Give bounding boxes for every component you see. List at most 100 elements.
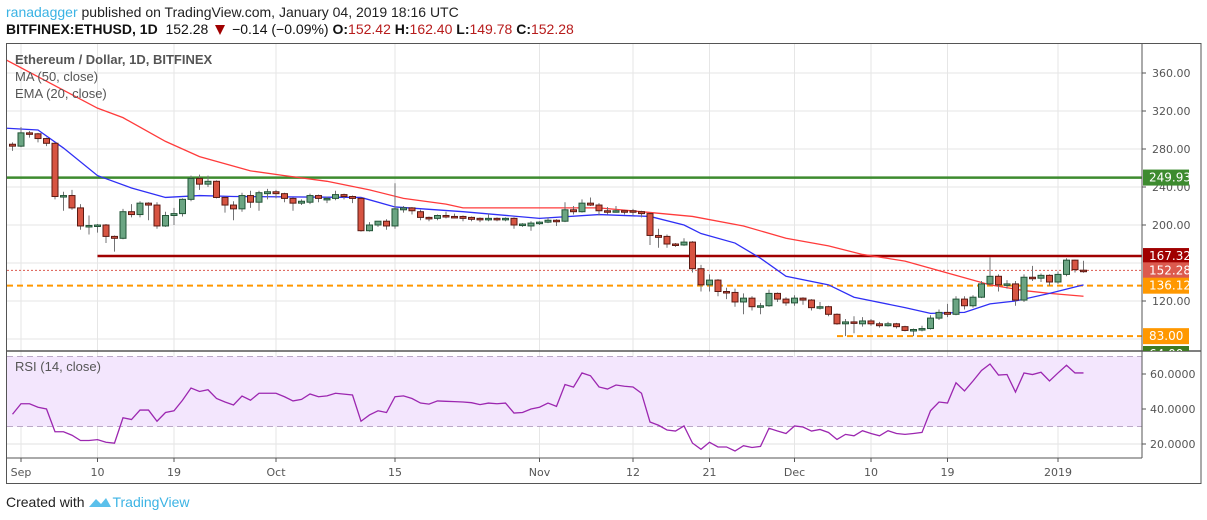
candle-body-up — [391, 208, 399, 227]
candle — [1012, 281, 1019, 306]
candle-body-up — [255, 192, 263, 203]
candle — [1037, 273, 1045, 282]
candle-body-up — [332, 194, 339, 199]
candle — [646, 212, 654, 245]
candle — [825, 305, 832, 317]
candle — [332, 190, 339, 201]
candle — [1046, 274, 1053, 286]
candle-body-down — [850, 321, 858, 324]
ma-legend[interactable]: MA (50, close) — [15, 69, 99, 84]
candle — [612, 206, 620, 213]
candle-body-up — [612, 210, 620, 213]
candle — [51, 142, 59, 200]
down-triangle-icon — [215, 25, 226, 36]
candle-body-up — [519, 223, 526, 227]
candle-body-down — [145, 202, 152, 206]
candle — [366, 222, 373, 232]
candle-body-down — [808, 299, 815, 309]
level-label-box — [1143, 277, 1189, 294]
candle-body-up — [918, 328, 926, 331]
candle — [587, 197, 594, 206]
close-value: 152.28 — [530, 21, 574, 37]
candle — [816, 301, 824, 310]
candle-body-up — [757, 305, 764, 308]
candle-body-up — [706, 279, 713, 286]
candle-body-down — [153, 204, 161, 227]
level-label-box — [1143, 169, 1189, 186]
candle — [765, 289, 773, 307]
price-tick-label: 280.00 — [1152, 143, 1191, 156]
candle-body-down — [553, 219, 560, 223]
candle-body-down — [723, 291, 730, 294]
candle-body-down — [876, 323, 883, 327]
candle-body-up — [842, 321, 849, 325]
candle — [196, 174, 203, 190]
candle-body-up — [1020, 276, 1028, 301]
level-label-box — [1143, 248, 1189, 265]
candle — [281, 192, 288, 203]
candle — [306, 193, 314, 205]
tradingview-link[interactable]: TradingView — [112, 494, 190, 510]
candle-body-down — [893, 323, 900, 328]
candle — [170, 207, 178, 225]
candle-body-down — [349, 196, 356, 199]
price-tick-label: 360.00 — [1152, 67, 1191, 80]
candle-body-up — [527, 222, 535, 227]
candle — [213, 180, 220, 199]
candle-body-up — [740, 297, 747, 303]
level-label-167.32: 167.32 — [1149, 249, 1191, 263]
rsi-legend[interactable]: RSI (14, close) — [15, 359, 101, 374]
x-tick-label: 2019 — [1044, 466, 1072, 479]
candle-body-up — [366, 224, 373, 232]
candle-body-down — [1012, 283, 1019, 301]
rsi-line — [11, 363, 1084, 452]
candle-body-down — [247, 195, 254, 203]
candle-body-down — [425, 216, 433, 220]
candle — [697, 264, 705, 292]
candle-body-down — [995, 275, 1002, 286]
candle-body-up — [680, 241, 688, 246]
x-tick-label: 12 — [626, 466, 640, 479]
candle-body-down — [9, 143, 16, 147]
candle — [485, 213, 492, 222]
candle-body-up — [816, 306, 824, 309]
candle-body-up — [434, 215, 441, 219]
candle-body-up — [502, 217, 509, 221]
candle — [417, 209, 424, 221]
candle-body-down — [901, 326, 909, 331]
candle — [1054, 271, 1062, 284]
candle-body-down — [697, 268, 705, 286]
candle — [680, 238, 688, 246]
candle — [536, 221, 543, 225]
author-link[interactable]: ranadagger — [6, 4, 78, 20]
candle-body-up — [170, 213, 178, 217]
candle — [68, 189, 76, 210]
candle — [876, 321, 883, 328]
candle-body-down — [213, 180, 220, 198]
candle-body-down — [638, 211, 645, 215]
candle-body-down — [442, 215, 450, 218]
candle-body-down — [714, 279, 722, 293]
candle — [995, 274, 1002, 292]
candle-body-down — [748, 297, 756, 308]
candle — [391, 183, 399, 229]
candle-body-up — [85, 224, 93, 228]
candle-body-down — [128, 211, 135, 216]
low-label: L: — [456, 21, 470, 37]
candle — [502, 217, 509, 222]
candle-body-down — [281, 193, 288, 199]
candle-body-down — [1029, 276, 1036, 280]
high-value: 162.40 — [409, 21, 453, 37]
candle-body-down — [867, 320, 875, 325]
candle-body-down — [26, 132, 33, 135]
candle-body-down — [230, 204, 237, 210]
candle — [799, 297, 807, 305]
high-label: H: — [394, 21, 410, 37]
candle-body-down — [383, 220, 390, 227]
ema-legend[interactable]: EMA (20, close) — [15, 86, 107, 101]
candle-body-up — [306, 195, 314, 203]
candle — [986, 257, 994, 286]
candle — [561, 202, 569, 223]
level-label-152.28: 152.28 — [1149, 263, 1191, 277]
